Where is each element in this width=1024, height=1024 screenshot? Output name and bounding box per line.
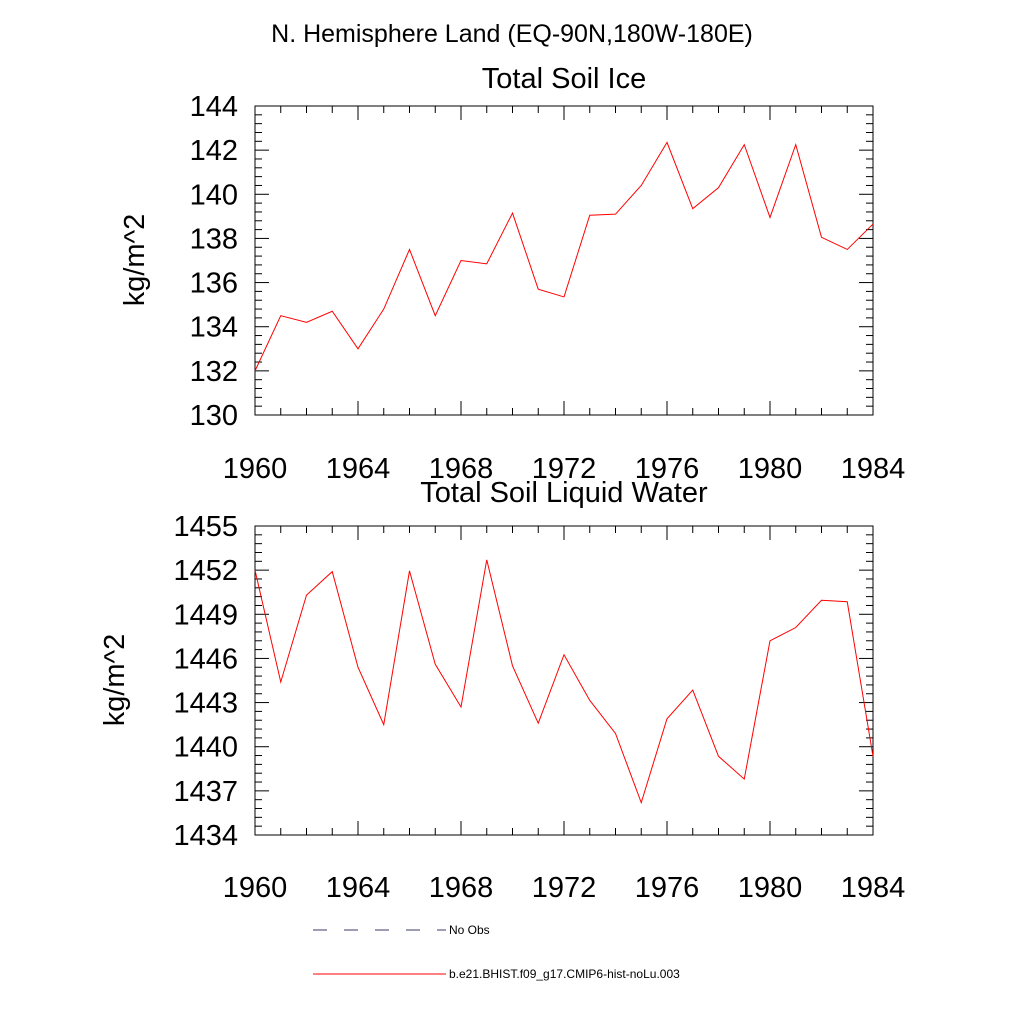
y-tick-label: 1443	[173, 688, 238, 720]
y-tick-label: 1455	[173, 511, 238, 543]
x-tick-label: 1980	[738, 872, 803, 904]
chart-panel-soil-ice: Total Soil Ice kg/m^2 1960 1964 1968 1972 19…	[119, 63, 905, 485]
figure-title: N. Hemisphere Land (EQ-90N,180W-180E)	[271, 20, 753, 48]
x-tick-label: 1964	[326, 453, 391, 485]
x-tick-label: 1972	[532, 872, 597, 904]
y-tick-label: 1446	[173, 643, 238, 675]
series-line	[254, 141, 874, 372]
chart-title: Total Soil Liquid Water	[420, 477, 708, 509]
y-tick-label: 132	[190, 356, 238, 388]
legend-label-model: b.e21.BHIST.f09_g17.CMIP6-hist-noLu.003	[449, 967, 680, 981]
plot-frame	[254, 525, 874, 836]
x-tick-label: 1960	[223, 453, 288, 485]
series-line	[254, 559, 874, 805]
y-tick-label: 134	[190, 312, 238, 344]
y-tick-label: 136	[190, 268, 238, 300]
legend-label-no-obs: No Obs	[449, 923, 490, 937]
x-tick-label: 1984	[841, 872, 906, 904]
x-tick-label: 1976	[635, 872, 700, 904]
x-tick-label: 1968	[429, 453, 494, 485]
x-tick-label: 1964	[326, 872, 391, 904]
y-tick-label: 144	[190, 91, 238, 123]
y-tick-label: 140	[190, 179, 238, 211]
legend: No Obs b.e21.BHIST.f09_g17.CMIP6-hist-no…	[313, 923, 680, 981]
x-tick-label: 1972	[532, 453, 597, 485]
y-tick-label: 1449	[173, 599, 238, 631]
y-tick-label: 1440	[173, 732, 238, 764]
y-axis-label: kg/m^2	[99, 634, 131, 727]
y-axis-label: kg/m^2	[119, 214, 151, 307]
y-tick-label: 138	[190, 223, 238, 255]
y-tick-label: 130	[190, 400, 238, 432]
x-tick-label: 1984	[841, 453, 906, 485]
plot-frame	[254, 105, 874, 416]
x-tick-label: 1968	[429, 872, 494, 904]
chart-panel-soil-liquid-water: Total Soil Liquid Water kg/m^2 1960 1964 1…	[99, 477, 905, 904]
y-tick-label: 142	[190, 135, 238, 167]
y-tick-label: 1452	[173, 555, 238, 587]
x-tick-label: 1980	[738, 453, 803, 485]
y-tick-label: 1434	[173, 820, 238, 852]
x-tick-label: 1976	[635, 453, 700, 485]
x-tick-label: 1960	[223, 872, 288, 904]
y-tick-label: 1437	[173, 776, 238, 808]
chart-title: Total Soil Ice	[482, 63, 646, 95]
